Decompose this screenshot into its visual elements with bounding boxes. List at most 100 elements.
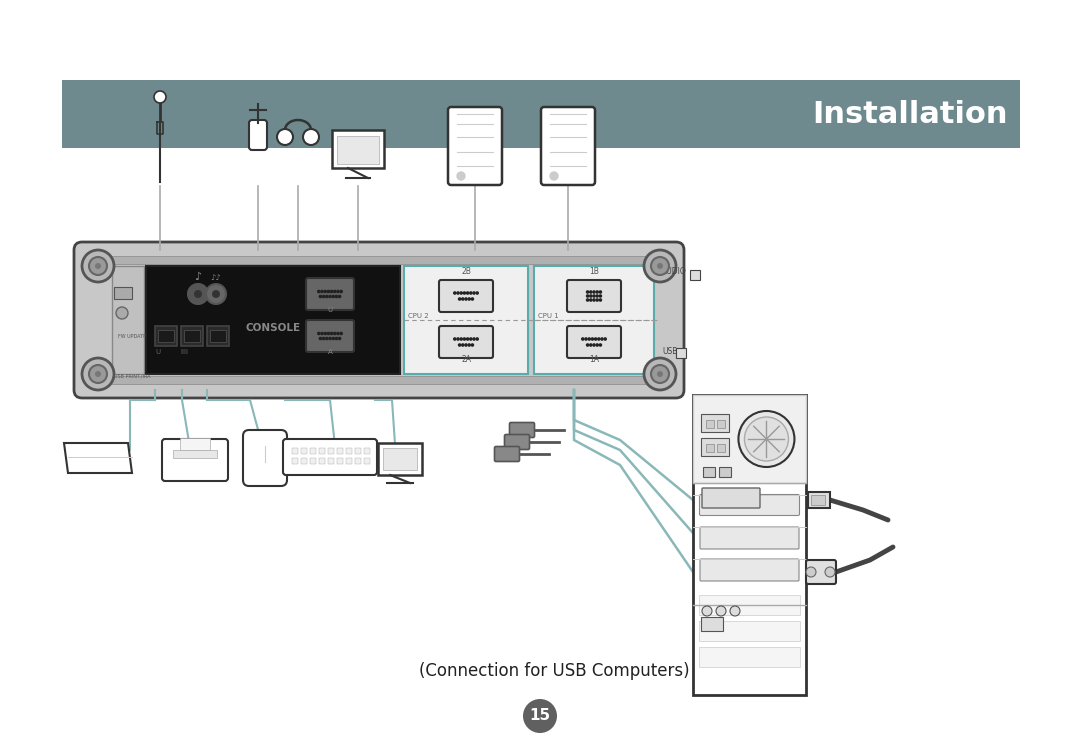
Circle shape — [463, 338, 465, 340]
Circle shape — [467, 292, 469, 294]
Circle shape — [582, 338, 584, 340]
FancyBboxPatch shape — [162, 439, 228, 481]
Circle shape — [338, 338, 340, 340]
Bar — [62, 80, 1020, 148]
Circle shape — [334, 290, 336, 292]
Circle shape — [460, 338, 462, 340]
Bar — [328, 448, 334, 454]
FancyBboxPatch shape — [306, 278, 354, 310]
Bar — [181, 326, 203, 346]
Bar — [534, 266, 654, 374]
Circle shape — [82, 358, 114, 390]
Text: 2A: 2A — [461, 355, 471, 364]
Bar — [292, 458, 298, 464]
FancyBboxPatch shape — [495, 447, 519, 462]
Circle shape — [599, 299, 602, 301]
Circle shape — [323, 295, 325, 298]
Bar — [693, 395, 806, 695]
Circle shape — [586, 344, 589, 346]
Bar — [699, 595, 800, 615]
Text: Installation: Installation — [812, 99, 1008, 128]
Circle shape — [599, 295, 602, 297]
Circle shape — [334, 332, 336, 335]
Circle shape — [337, 332, 339, 335]
Circle shape — [590, 299, 592, 301]
Circle shape — [597, 338, 599, 340]
Circle shape — [586, 295, 589, 297]
Circle shape — [457, 338, 459, 340]
Bar — [310, 448, 316, 454]
Circle shape — [462, 298, 464, 300]
Bar — [383, 448, 417, 470]
Circle shape — [337, 290, 339, 292]
FancyBboxPatch shape — [75, 242, 684, 398]
Circle shape — [586, 291, 589, 293]
Circle shape — [457, 292, 459, 294]
Circle shape — [154, 91, 166, 103]
Circle shape — [333, 338, 335, 340]
Circle shape — [318, 290, 320, 292]
Bar — [808, 492, 831, 508]
Polygon shape — [64, 443, 132, 473]
Bar — [301, 458, 307, 464]
Circle shape — [594, 338, 597, 340]
Text: 2B: 2B — [461, 267, 471, 276]
Circle shape — [596, 295, 598, 297]
Circle shape — [303, 129, 319, 145]
Circle shape — [590, 295, 592, 297]
FancyBboxPatch shape — [702, 488, 760, 508]
Bar — [693, 395, 806, 483]
Bar — [701, 414, 729, 432]
Circle shape — [473, 338, 475, 340]
Text: USB: USB — [662, 347, 677, 356]
Bar — [355, 458, 361, 464]
Text: 1B: 1B — [589, 267, 599, 276]
Circle shape — [464, 298, 468, 300]
Circle shape — [590, 291, 592, 293]
FancyBboxPatch shape — [283, 439, 377, 475]
Circle shape — [596, 291, 598, 293]
Circle shape — [335, 338, 338, 340]
Bar — [156, 326, 177, 346]
Text: ♪: ♪ — [194, 272, 202, 282]
Circle shape — [82, 250, 114, 282]
Circle shape — [604, 338, 606, 340]
FancyBboxPatch shape — [567, 326, 621, 358]
Circle shape — [320, 295, 322, 298]
Circle shape — [716, 606, 726, 616]
Text: U: U — [156, 349, 161, 355]
FancyBboxPatch shape — [306, 320, 354, 352]
Bar — [319, 458, 325, 464]
Text: CPU 2: CPU 2 — [408, 313, 429, 319]
Circle shape — [599, 344, 602, 346]
Bar — [173, 450, 217, 458]
FancyBboxPatch shape — [541, 107, 595, 185]
Circle shape — [333, 295, 335, 298]
Circle shape — [194, 290, 202, 298]
Bar — [332, 130, 384, 168]
Bar — [337, 458, 343, 464]
Bar — [719, 467, 731, 477]
Bar — [184, 330, 200, 342]
Circle shape — [592, 338, 594, 340]
Text: U: U — [327, 307, 333, 313]
Text: FW UPDATE: FW UPDATE — [118, 335, 146, 339]
Bar — [701, 438, 729, 456]
Circle shape — [825, 567, 835, 577]
Circle shape — [730, 606, 740, 616]
Circle shape — [651, 257, 669, 275]
Circle shape — [335, 295, 338, 298]
Circle shape — [188, 284, 208, 304]
Text: 15: 15 — [529, 709, 551, 723]
Bar — [717, 420, 725, 428]
Circle shape — [330, 332, 333, 335]
Text: CONSOLE: CONSOLE — [245, 323, 300, 333]
Bar — [706, 444, 714, 452]
Circle shape — [589, 338, 591, 340]
Circle shape — [318, 332, 320, 335]
Text: A: A — [327, 349, 333, 355]
Text: USB PRINT./IRA: USB PRINT./IRA — [114, 373, 150, 378]
Bar — [364, 448, 370, 454]
Circle shape — [89, 365, 107, 383]
Circle shape — [596, 344, 598, 346]
